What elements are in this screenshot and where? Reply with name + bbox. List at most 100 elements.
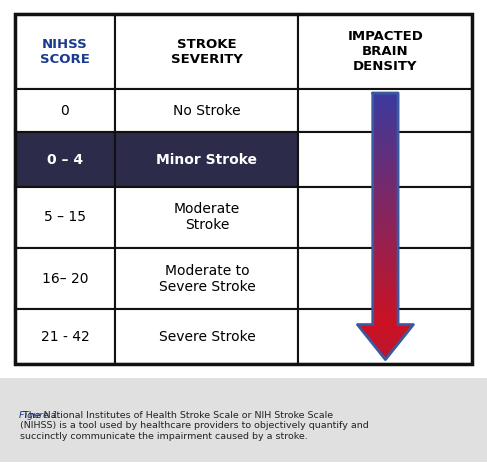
Bar <box>373 316 398 318</box>
Bar <box>373 103 398 105</box>
Bar <box>15 133 115 187</box>
Bar <box>373 171 398 173</box>
Bar <box>373 109 398 110</box>
Bar <box>373 251 398 253</box>
Bar <box>373 202 398 203</box>
Bar <box>373 140 398 142</box>
Bar <box>373 207 398 209</box>
Bar <box>373 265 398 267</box>
Bar <box>373 302 398 304</box>
Bar <box>373 139 398 141</box>
Bar <box>373 240 398 241</box>
Bar <box>373 313 398 314</box>
Bar <box>299 89 472 133</box>
Bar <box>373 145 398 146</box>
Bar <box>373 178 398 180</box>
Bar <box>373 249 398 250</box>
Bar <box>373 280 398 282</box>
Bar <box>373 278 398 279</box>
Bar <box>373 175 398 177</box>
Bar <box>373 239 398 240</box>
Bar <box>373 268 398 269</box>
Bar <box>373 162 398 163</box>
Bar <box>115 309 299 364</box>
Bar <box>373 225 398 226</box>
Bar <box>373 222 398 224</box>
Bar <box>373 105 398 106</box>
Bar <box>373 191 398 192</box>
Bar <box>373 220 398 221</box>
Bar <box>373 161 398 163</box>
Bar <box>373 285 398 286</box>
Bar <box>373 250 398 252</box>
Bar <box>373 156 398 158</box>
Bar <box>373 214 398 216</box>
Bar <box>373 147 398 149</box>
Bar <box>373 134 398 136</box>
Bar <box>373 287 398 289</box>
Bar <box>373 110 398 112</box>
Bar <box>373 282 398 283</box>
Bar <box>373 146 398 148</box>
Bar <box>373 113 398 114</box>
Bar <box>115 133 299 187</box>
Text: No Stroke: No Stroke <box>173 104 241 118</box>
Text: 0: 0 <box>60 104 69 118</box>
Bar <box>373 233 398 234</box>
Bar <box>373 253 398 254</box>
Bar <box>373 276 398 277</box>
Bar <box>373 182 398 184</box>
Bar <box>373 244 398 246</box>
Bar <box>373 117 398 119</box>
Bar <box>115 187 299 248</box>
Bar <box>373 122 398 123</box>
Bar <box>373 154 398 156</box>
Bar <box>373 142 398 143</box>
Text: NIHSS
SCORE: NIHSS SCORE <box>40 38 90 66</box>
Bar <box>373 277 398 278</box>
Bar <box>373 307 398 308</box>
Bar <box>373 174 398 175</box>
Bar <box>373 124 398 126</box>
Bar <box>373 95 398 97</box>
Bar <box>373 199 398 201</box>
Text: The National Institutes of Health Stroke Scale or NIH Stroke Scale
(NIHSS) is a : The National Institutes of Health Stroke… <box>20 411 369 441</box>
Text: Moderate
Stroke: Moderate Stroke <box>174 202 240 233</box>
Bar <box>373 264 398 266</box>
Bar <box>373 189 398 190</box>
Bar <box>373 255 398 256</box>
Bar <box>373 205 398 206</box>
Bar <box>373 106 398 108</box>
Bar <box>373 267 398 268</box>
Bar <box>373 260 398 261</box>
Text: Figure 1.: Figure 1. <box>19 411 61 420</box>
Bar <box>373 203 398 204</box>
Bar <box>373 242 398 243</box>
Bar <box>373 273 398 275</box>
Bar <box>373 99 398 100</box>
Bar <box>15 248 115 309</box>
Bar <box>373 156 398 157</box>
Bar <box>373 322 398 324</box>
Bar <box>373 219 398 220</box>
Bar <box>373 195 398 196</box>
Bar <box>373 292 398 293</box>
Bar <box>373 210 398 211</box>
Text: STROKE
SEVERITY: STROKE SEVERITY <box>171 38 243 66</box>
Bar <box>373 142 398 144</box>
Bar <box>373 102 398 104</box>
Bar <box>373 169 398 170</box>
Bar <box>373 113 398 115</box>
Bar <box>373 131 398 133</box>
Bar <box>373 149 398 151</box>
Bar <box>373 297 398 299</box>
Bar <box>373 321 398 322</box>
Bar <box>0 378 487 462</box>
Bar <box>15 14 115 89</box>
Bar <box>373 246 398 247</box>
Bar <box>299 133 472 187</box>
Bar <box>373 209 398 210</box>
Bar <box>373 290 398 291</box>
Bar <box>373 190 398 191</box>
Bar <box>373 304 398 305</box>
